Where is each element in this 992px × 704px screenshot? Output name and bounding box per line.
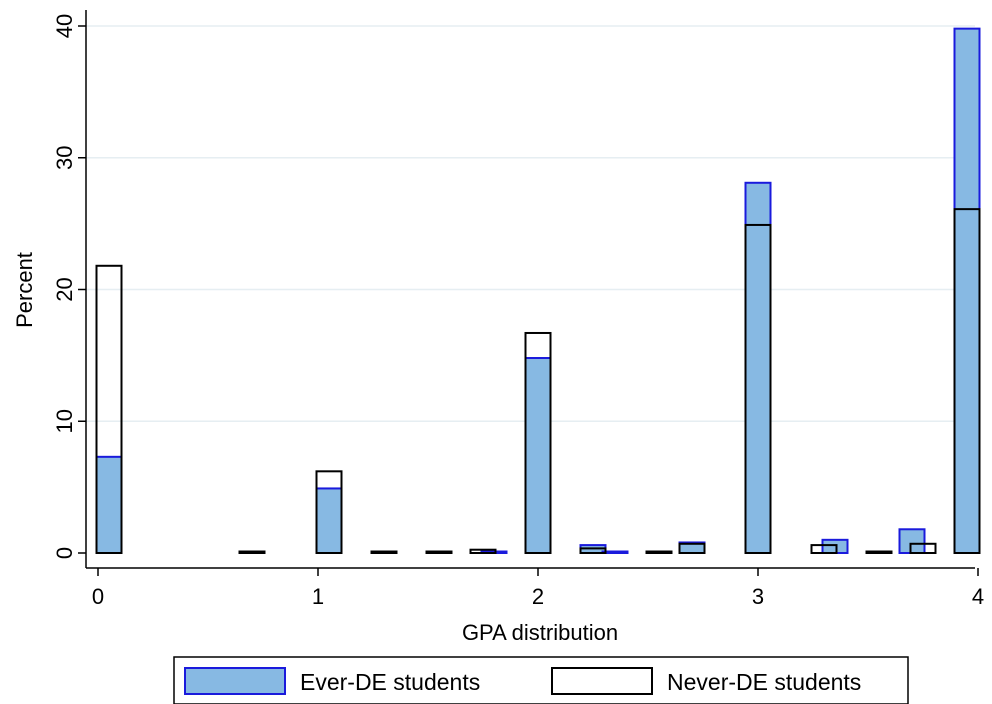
bar-never-de [909, 542, 937, 555]
x-tick-label: 3 [752, 584, 764, 609]
bar-never-de [425, 550, 453, 554]
legend-label-never-de: Never-DE students [667, 669, 861, 695]
legend-box [173, 656, 909, 704]
y-tick-label: 30 [52, 146, 77, 170]
bar-never-de [238, 550, 266, 554]
legend-label-ever-de: Ever-DE students [300, 669, 480, 695]
bar-never-de [810, 544, 838, 554]
bar-never-de [469, 548, 497, 554]
x-axis-label: GPA distribution [462, 620, 618, 645]
y-axis-label: Percent [12, 252, 37, 328]
legend-swatch-ever-de [184, 667, 286, 695]
bar-never-de [315, 470, 343, 554]
bar-ever-de [821, 538, 849, 555]
y-tick-label: 10 [52, 409, 77, 433]
bar-never-de [370, 550, 398, 554]
bar-never-de [645, 550, 673, 554]
y-tick-label: 40 [52, 14, 77, 38]
bar-ever-de [953, 27, 981, 554]
legend: Ever-DE students Never-DE students [173, 656, 909, 704]
bar-never-de [524, 331, 552, 555]
y-tick-label: 0 [52, 547, 77, 559]
bar-never-de [579, 547, 607, 554]
x-tick-label: 2 [532, 584, 544, 609]
y-tick-label: 20 [52, 277, 77, 301]
bar-never-de [678, 542, 706, 555]
x-axis-ticks: 0 1 2 3 4 [92, 568, 984, 609]
bar-ever-de [744, 181, 772, 554]
bar-ever-de [524, 357, 552, 555]
bar-never-de [95, 264, 123, 554]
bar-ever-de [898, 528, 926, 554]
y-axis-ticks: 0 10 20 30 40 [52, 14, 86, 559]
x-tick-label: 0 [92, 584, 104, 609]
bars-layer [95, 27, 981, 555]
bar-ever-de [95, 455, 123, 555]
bar-never-de [953, 208, 981, 554]
bar-never-de [744, 223, 772, 554]
legend-swatch-never-de [551, 667, 653, 695]
x-tick-label: 1 [312, 584, 324, 609]
bar-never-de [865, 550, 893, 554]
x-tick-label: 4 [972, 584, 984, 609]
bar-ever-de [315, 487, 343, 555]
